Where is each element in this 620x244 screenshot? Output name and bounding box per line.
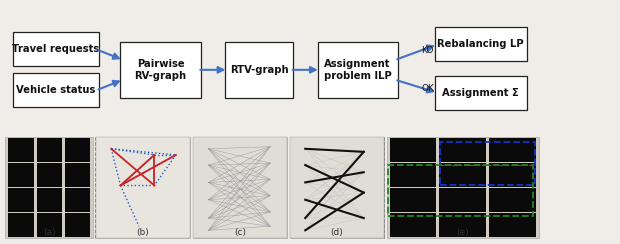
Bar <box>193 137 288 238</box>
Text: (a): (a) <box>43 228 56 237</box>
Bar <box>440 138 486 162</box>
Bar <box>96 137 190 238</box>
Bar <box>96 137 190 238</box>
Text: KO: KO <box>421 46 433 55</box>
Text: OK: OK <box>421 83 434 92</box>
Text: (c): (c) <box>234 228 246 237</box>
FancyBboxPatch shape <box>435 27 527 61</box>
Bar <box>440 142 534 185</box>
FancyBboxPatch shape <box>13 73 99 107</box>
Text: Rebalancing LP: Rebalancing LP <box>438 39 524 49</box>
Bar <box>37 188 62 212</box>
Bar <box>37 213 62 237</box>
Bar <box>489 163 536 187</box>
Bar <box>37 138 62 162</box>
Text: Travel requests: Travel requests <box>12 44 99 54</box>
Bar <box>65 138 91 162</box>
Text: Vehicle status: Vehicle status <box>16 85 95 95</box>
Bar <box>6 137 94 238</box>
Text: Assignment
problem ILP: Assignment problem ILP <box>324 59 391 81</box>
Bar <box>389 163 436 187</box>
Bar <box>489 138 536 162</box>
Bar <box>193 137 288 238</box>
Bar <box>9 163 33 187</box>
Bar <box>389 213 436 237</box>
Bar <box>9 213 33 237</box>
Bar <box>386 137 539 238</box>
Bar <box>37 163 62 187</box>
Bar <box>388 165 533 216</box>
Text: RTV-graph: RTV-graph <box>230 65 288 75</box>
Bar <box>290 137 384 238</box>
Bar <box>440 213 486 237</box>
Bar <box>389 138 436 162</box>
FancyBboxPatch shape <box>317 42 397 98</box>
Text: (b): (b) <box>136 228 149 237</box>
FancyBboxPatch shape <box>225 42 293 98</box>
Text: (d): (d) <box>330 228 343 237</box>
Bar <box>9 188 33 212</box>
Bar <box>489 213 536 237</box>
Bar <box>440 163 486 187</box>
FancyBboxPatch shape <box>13 32 99 66</box>
FancyBboxPatch shape <box>120 42 200 98</box>
Bar <box>65 163 91 187</box>
Bar <box>65 213 91 237</box>
Text: (e): (e) <box>456 228 469 237</box>
Bar <box>65 188 91 212</box>
FancyBboxPatch shape <box>435 76 527 110</box>
Bar <box>290 137 384 238</box>
Text: Assignment Σ: Assignment Σ <box>442 88 519 98</box>
Bar <box>489 188 536 212</box>
Text: Pairwise
RV-graph: Pairwise RV-graph <box>135 59 187 81</box>
Bar <box>9 138 33 162</box>
Bar <box>440 188 486 212</box>
Bar <box>389 188 436 212</box>
